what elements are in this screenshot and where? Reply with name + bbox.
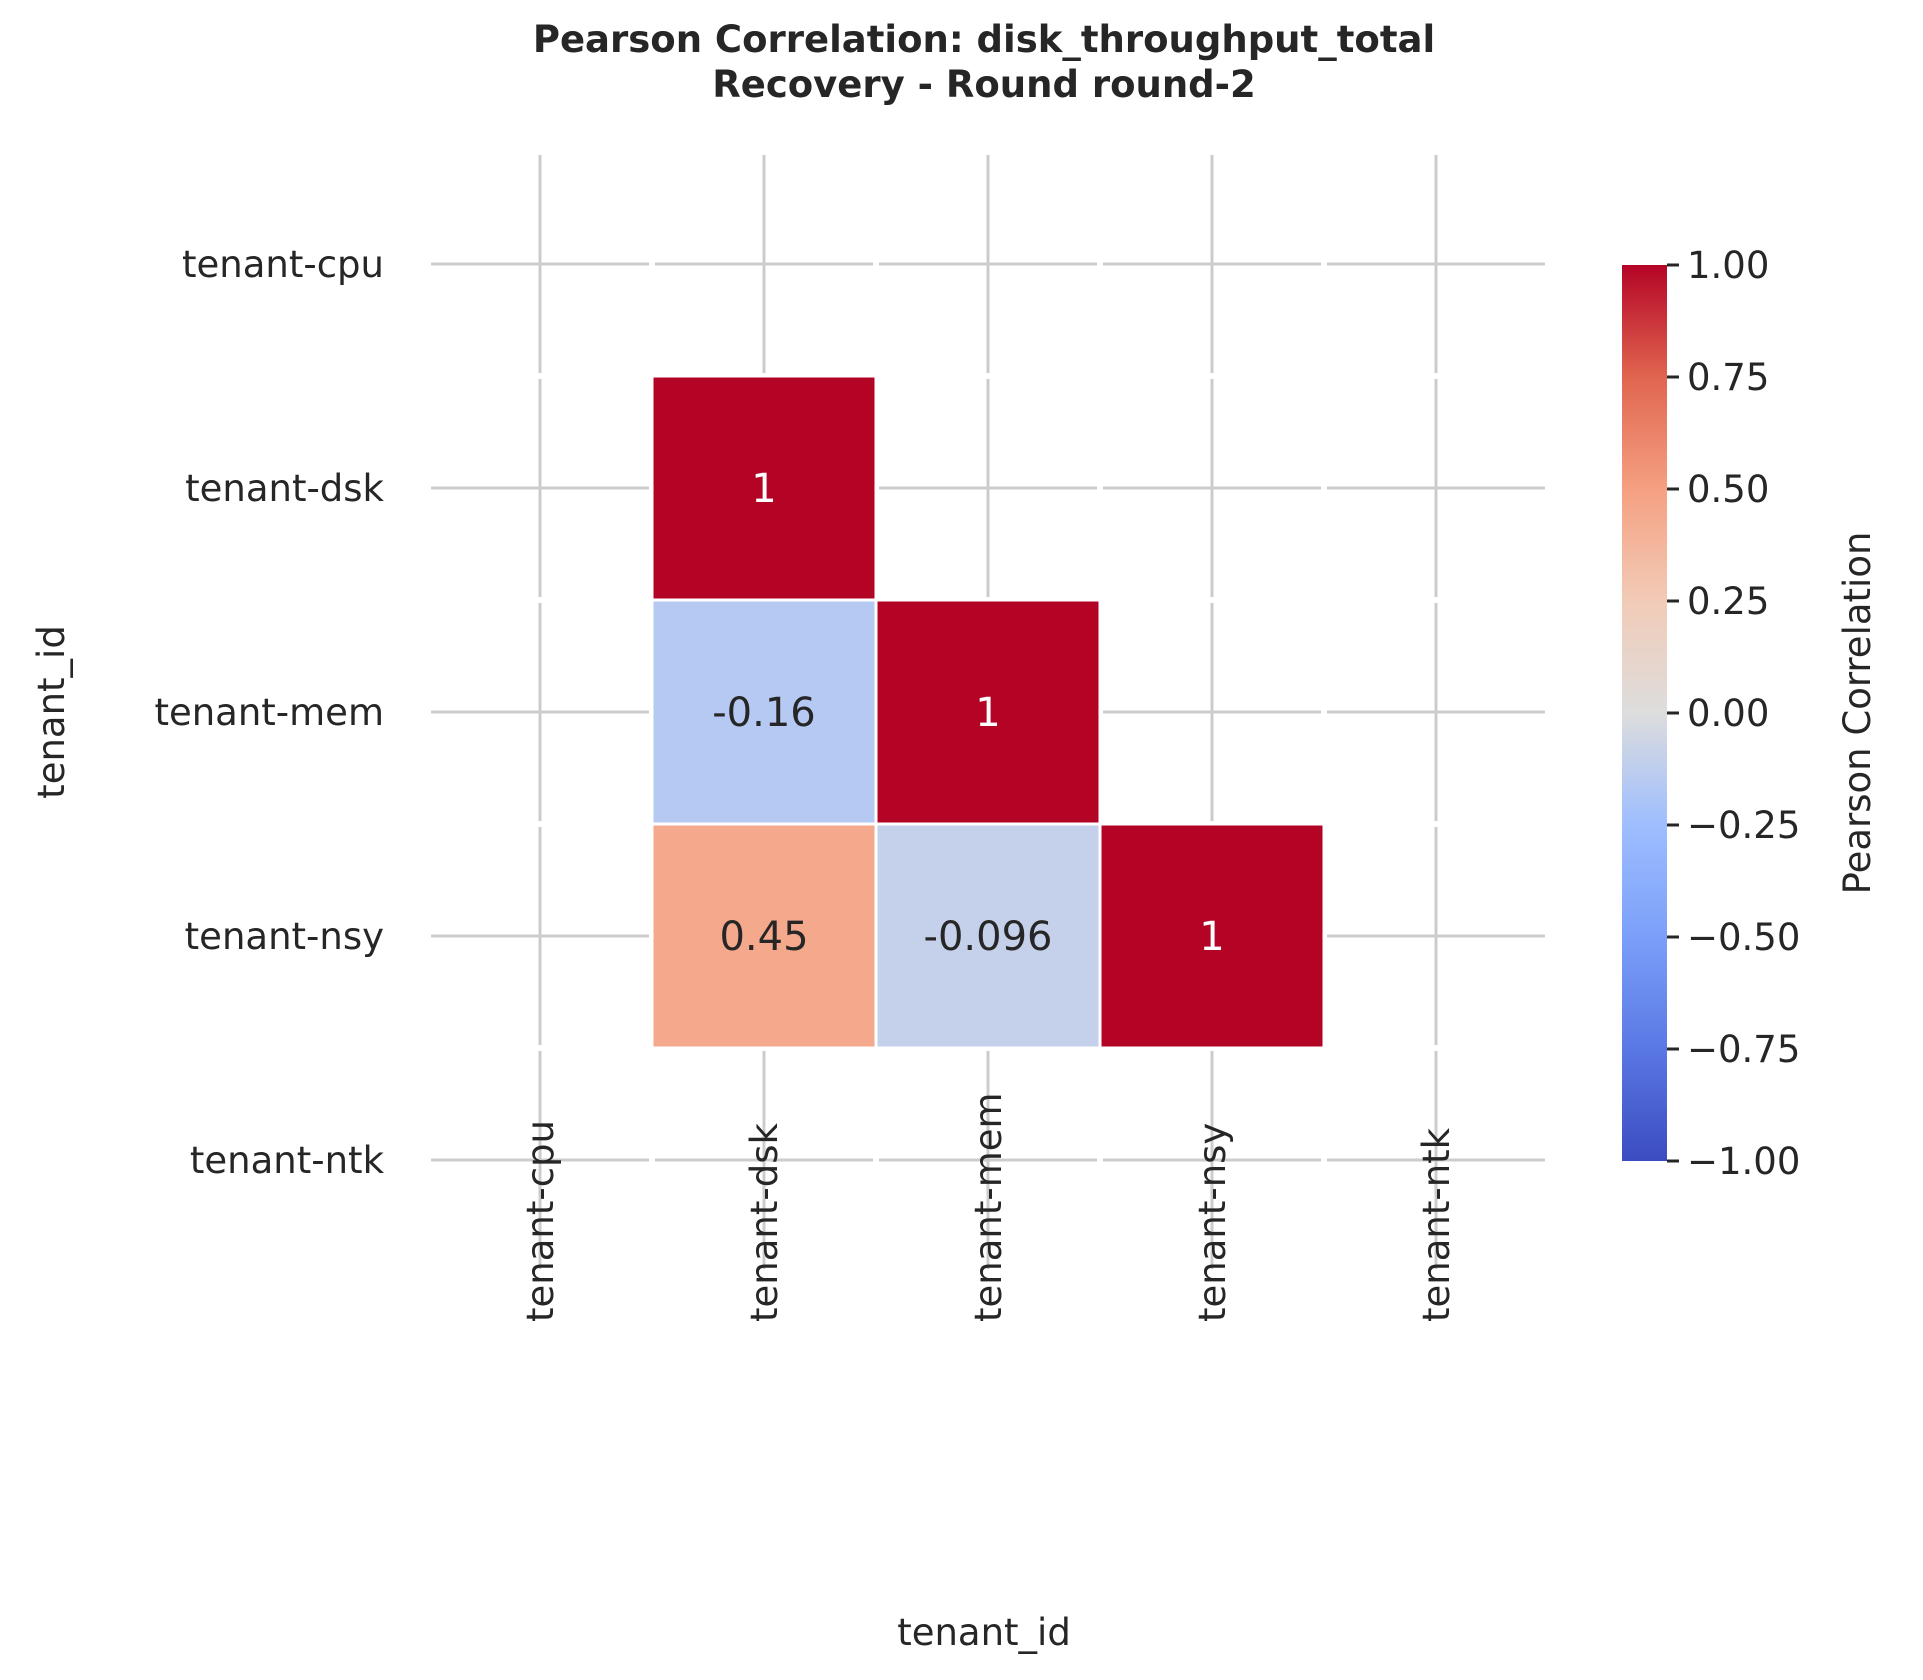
x-tick-label: tenant-cpu (519, 1120, 562, 1322)
cell-value-label: -0.096 (924, 914, 1053, 960)
colorbar-tick-label: 0.50 (1687, 468, 1769, 511)
cell-value-label: 1 (751, 466, 776, 512)
y-tick-label: tenant-mem (154, 691, 384, 734)
heatmap-cell (653, 601, 875, 823)
x-tick-label: tenant-mem (967, 1092, 1010, 1322)
x-tick-label: tenant-nsy (1191, 1123, 1234, 1322)
chart-title: Pearson Correlation: disk_throughput_tot… (533, 18, 1435, 61)
colorbar-tick-label: 0.00 (1687, 692, 1769, 735)
cell-value-label: 1 (1199, 914, 1224, 960)
heatmap-cell (653, 377, 875, 599)
y-tick-labels: tenant-cpu tenant-dsk tenant-mem tenant-nsy… (154, 243, 384, 1182)
cell-value-label: 1 (975, 690, 1000, 736)
colorbar-ticks: 1.00 0.75 0.50 0.25 0.00 −0.25 −0.50 −0.75 −1.00 (1667, 244, 1800, 1183)
colorbar-tick-label: 1.00 (1687, 244, 1769, 287)
cell-value-label: 0.45 (719, 914, 808, 960)
colorbar (1622, 265, 1667, 1161)
colorbar-label: Pearson Correlation (1836, 532, 1879, 895)
colorbar-tick-label: −0.50 (1687, 916, 1800, 959)
colorbar-tick-label: 0.25 (1687, 580, 1769, 623)
cell-value-label: -0.16 (712, 690, 816, 736)
y-axis-label: tenant_id (30, 625, 73, 799)
colorbar-tick-label: −1.00 (1687, 1140, 1800, 1183)
heatmap-cell (877, 601, 1099, 823)
y-tick-label: tenant-dsk (185, 467, 384, 510)
y-tick-label: tenant-ntk (190, 1139, 385, 1182)
y-tick-label: tenant-nsy (185, 915, 384, 958)
colorbar-tick-label: −0.75 (1687, 1028, 1800, 1071)
chart-subtitle: Recovery - Round round-2 (712, 63, 1256, 106)
y-tick-label: tenant-cpu (182, 243, 384, 286)
x-axis-label: tenant_id (897, 1611, 1071, 1654)
heatmap-cell (1101, 825, 1323, 1047)
x-tick-labels: tenant-cpu tenant-dsk tenant-mem tenant-nsy… (519, 1092, 1458, 1322)
heatmap-cells: 1 -0.16 1 0.45 -0.096 1 (653, 377, 1323, 1047)
heatmap-cell (653, 825, 875, 1047)
x-tick-label: tenant-ntk (1415, 1127, 1458, 1322)
grid-lines (425, 149, 1551, 1275)
x-tick-label: tenant-dsk (743, 1123, 786, 1322)
colorbar-tick-label: 0.75 (1687, 356, 1769, 399)
heatmap-cell (877, 825, 1099, 1047)
colorbar-tick-label: −0.25 (1687, 804, 1800, 847)
